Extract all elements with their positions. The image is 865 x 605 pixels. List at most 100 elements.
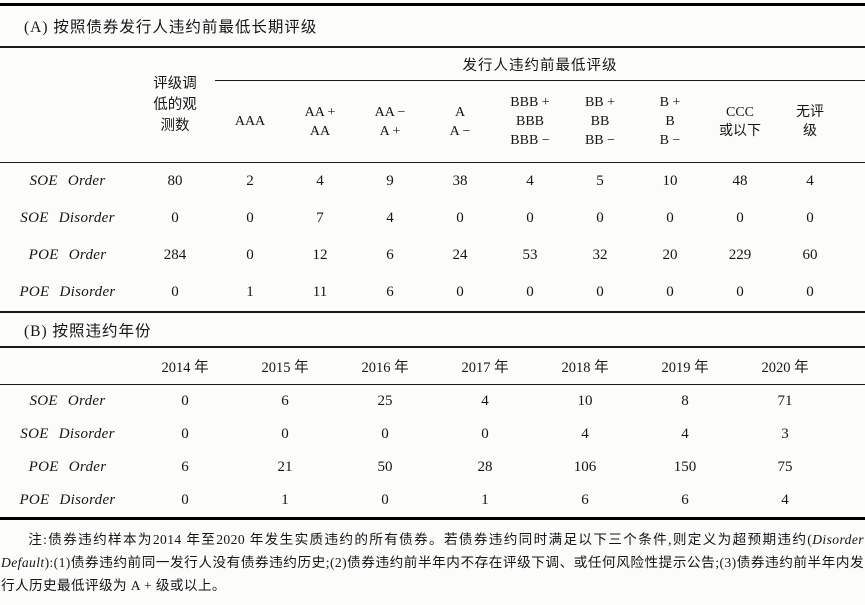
table-row-poe-disorder: POE Disorder 0 1 0 1 6 6 4 xyxy=(0,484,865,519)
value-cell: 4 xyxy=(481,393,489,409)
value-cell: 0 xyxy=(596,210,604,226)
value-cell: 0 xyxy=(481,426,489,442)
value-cell: 0 xyxy=(381,492,389,508)
value-cell: 6 xyxy=(386,247,394,263)
spacer-cell xyxy=(845,274,865,312)
value-cell: 75 xyxy=(777,459,793,475)
value-cell: 150 xyxy=(673,459,697,475)
value-cell: 10 xyxy=(577,393,593,409)
value-cell: 0 xyxy=(806,210,814,226)
obs-column-header: 评级调 低的观 测数 xyxy=(153,75,197,134)
col-header-bb: BB + BB BB − xyxy=(584,95,616,148)
value-cell: 8 xyxy=(681,393,689,409)
value-cell: 0 xyxy=(456,210,464,226)
value-cell: 60 xyxy=(802,247,818,263)
panel-a-title: (A) 按照债券发行人违约前最低长期评级 xyxy=(24,19,318,36)
row-label: POE Disorder xyxy=(19,284,116,300)
value-cell: 9 xyxy=(386,173,394,189)
value-cell: 7 xyxy=(316,210,324,226)
value-cell: 4 xyxy=(316,173,324,189)
value-cell: 0 xyxy=(181,426,189,442)
value-cell: 50 xyxy=(377,459,393,475)
value-cell: 1 xyxy=(281,492,289,508)
value-cell: 24 xyxy=(452,247,468,263)
value-cell: 71 xyxy=(777,393,793,409)
value-cell: 0 xyxy=(666,210,674,226)
col-header-2016: 2016 年 xyxy=(361,359,409,376)
value-cell: 5 xyxy=(596,173,604,189)
row-label: POE Order xyxy=(28,247,107,263)
empty-corner-cell xyxy=(0,347,135,385)
col-header-aaa: AAA xyxy=(234,114,266,129)
value-cell: 0 xyxy=(806,284,814,300)
row-label: SOE Order xyxy=(29,173,106,189)
value-cell: 4 xyxy=(781,492,789,508)
value-cell: 6 xyxy=(281,393,289,409)
value-cell: 38 xyxy=(452,173,468,189)
value-cell: 3 xyxy=(781,426,789,442)
value-cell: 1 xyxy=(481,492,489,508)
panel-b-title: (B) 按照违约年份 xyxy=(24,322,152,340)
empty-corner-cell xyxy=(0,47,135,163)
value-cell: 4 xyxy=(581,426,589,442)
value-cell: 0 xyxy=(381,426,389,442)
value-cell: 21 xyxy=(277,459,293,475)
value-cell: 106 xyxy=(573,459,597,475)
spacer-cell xyxy=(845,200,865,237)
value-cell: 4 xyxy=(806,173,814,189)
value-cell: 6 xyxy=(386,284,394,300)
table-note: 注:债券违约样本为2014 年至2020 年发生实质违约的所有债券。若债券违约同… xyxy=(0,528,865,597)
col-header-b: B + B B − xyxy=(659,95,681,148)
value-cell: 0 xyxy=(171,284,179,300)
panel-b-header: 2014 年 2015 年 2016 年 2017 年 2018 年 2019 … xyxy=(0,347,865,385)
col-header-2015: 2015 年 xyxy=(261,359,309,376)
table-row-soe-order: SOE Order 80 2 4 9 38 4 5 10 48 4 xyxy=(0,163,865,201)
value-cell: 284 xyxy=(163,247,187,263)
value-cell: 0 xyxy=(181,492,189,508)
value-cell: 48 xyxy=(732,173,748,189)
value-cell: 0 xyxy=(181,393,189,409)
row-label: POE Order xyxy=(28,459,107,475)
note-text-1: 注:债券违约样本为2014 年至2020 年发生实质违约的所有债券。若债券违约同… xyxy=(28,532,813,547)
top-rule xyxy=(0,3,865,6)
col-header-aa-plus: AA + AA xyxy=(304,104,336,139)
value-cell: 0 xyxy=(281,426,289,442)
value-cell: 0 xyxy=(246,210,254,226)
group-header-row: 评级调 低的观 测数 发行人违约前最低评级 xyxy=(0,47,865,134)
row-label: SOE Disorder xyxy=(20,210,115,226)
note-text-2: ):(1)债券违约前同一发行人没有债券违约历史;(2)债券违约前半年内不存在评级… xyxy=(1,555,864,593)
value-cell: 6 xyxy=(181,459,189,475)
spacer-cell xyxy=(845,163,865,201)
year-header-row: 2014 年 2015 年 2016 年 2017 年 2018 年 2019 … xyxy=(0,347,865,385)
col-header-ccc: CCC 或以下 xyxy=(719,104,761,139)
paper-table-page: (A) 按照债券发行人违约前最低长期评级 评级调 低的观 测数 发行人违约前最低… xyxy=(0,3,865,605)
col-header-unrated: 无评级 xyxy=(796,104,824,139)
value-cell: 1 xyxy=(246,284,254,300)
row-label: SOE Disorder xyxy=(20,426,115,442)
value-cell: 6 xyxy=(681,492,689,508)
value-cell: 80 xyxy=(167,173,183,189)
col-header-2019: 2019 年 xyxy=(661,359,709,376)
value-cell: 229 xyxy=(728,247,752,263)
value-cell: 12 xyxy=(312,247,328,263)
col-header-bbb: BBB + BBB BBB − xyxy=(510,95,550,148)
spacer-cell xyxy=(835,451,865,484)
value-cell: 20 xyxy=(662,247,678,263)
value-cell: 28 xyxy=(477,459,493,475)
table-row-soe-disorder: SOE Disorder 0 0 7 4 0 0 0 0 0 0 xyxy=(0,200,865,237)
table-row-poe-order: POE Order 284 0 12 6 24 53 32 20 229 60 xyxy=(0,237,865,274)
value-cell: 25 xyxy=(377,393,393,409)
row-label: SOE Order xyxy=(29,393,106,409)
spacer-cell xyxy=(845,237,865,274)
value-cell: 10 xyxy=(662,173,678,189)
value-cell: 2 xyxy=(246,173,254,189)
value-cell: 0 xyxy=(526,210,534,226)
group-header: 发行人违约前最低评级 xyxy=(215,47,865,81)
value-cell: 4 xyxy=(386,210,394,226)
spacer-cell xyxy=(845,81,865,163)
note-paragraph: 注:债券违约样本为2014 年至2020 年发生实质违约的所有债券。若债券违约同… xyxy=(1,528,864,597)
panel-b-table: 2014 年 2015 年 2016 年 2017 年 2018 年 2019 … xyxy=(0,346,865,520)
value-cell: 32 xyxy=(592,247,608,263)
value-cell: 0 xyxy=(171,210,179,226)
